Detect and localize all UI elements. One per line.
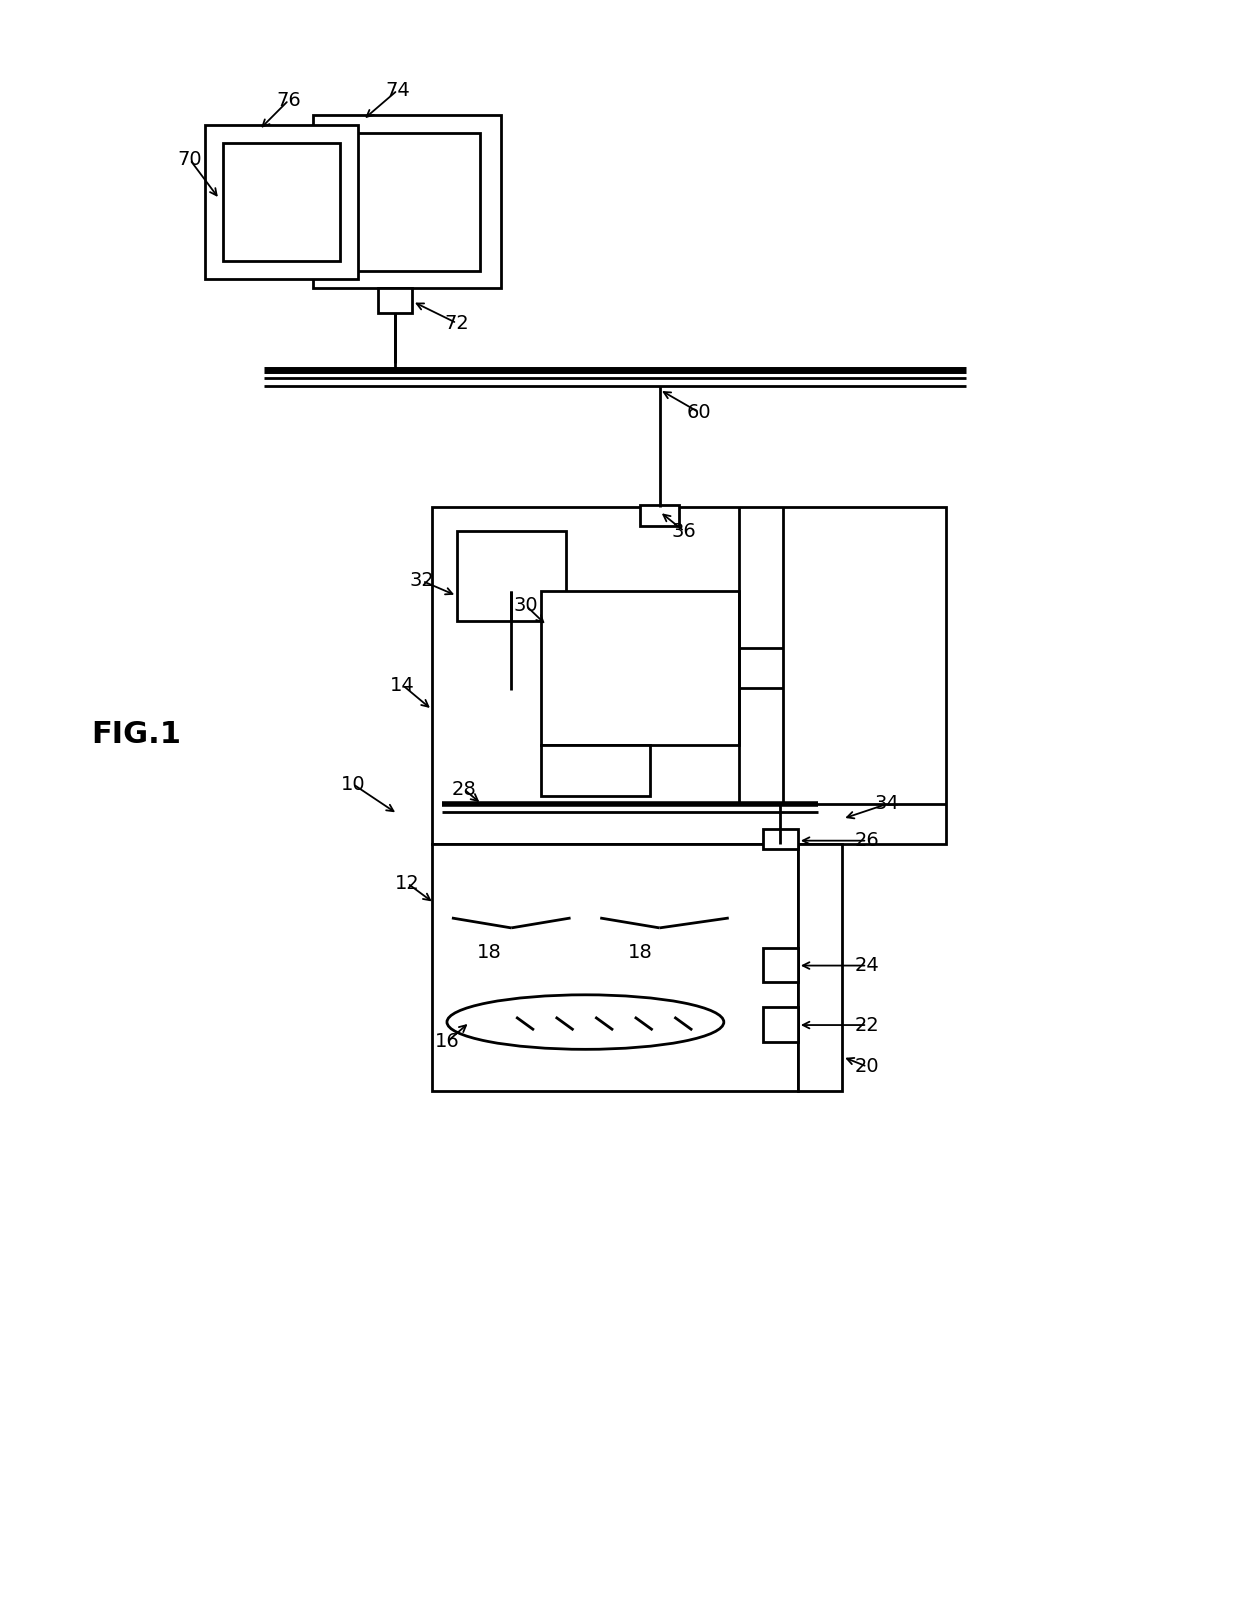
Bar	[335, 133, 480, 271]
Bar	[764, 1007, 799, 1043]
Text: 32: 32	[410, 571, 434, 590]
Text: 30: 30	[513, 597, 538, 616]
Text: 70: 70	[177, 151, 202, 168]
Text: 76: 76	[277, 91, 301, 109]
Bar	[541, 590, 739, 744]
Bar	[799, 844, 842, 1091]
Text: 74: 74	[386, 80, 410, 99]
Text: 18: 18	[627, 943, 652, 962]
Bar	[764, 948, 799, 982]
Text: 16: 16	[434, 1033, 459, 1051]
Bar	[314, 115, 501, 289]
Text: 36: 36	[672, 521, 697, 541]
Text: 72: 72	[444, 314, 469, 332]
Text: 60: 60	[687, 403, 712, 422]
Ellipse shape	[446, 994, 724, 1049]
Text: FIG.1: FIG.1	[91, 720, 181, 749]
Bar	[764, 829, 799, 849]
Bar	[640, 505, 680, 526]
Text: 34: 34	[874, 794, 899, 813]
Text: 24: 24	[854, 956, 879, 975]
Text: 18: 18	[477, 943, 502, 962]
Bar	[456, 531, 565, 621]
Bar	[541, 744, 650, 796]
Bar	[205, 125, 358, 279]
Bar	[432, 844, 799, 1091]
Text: 26: 26	[854, 831, 879, 850]
Text: 22: 22	[854, 1015, 879, 1035]
Text: 10: 10	[341, 775, 366, 794]
Text: 28: 28	[451, 780, 476, 799]
Text: 14: 14	[391, 675, 415, 695]
Text: 20: 20	[854, 1057, 879, 1076]
Bar	[432, 507, 946, 844]
Bar	[222, 143, 340, 261]
Bar	[378, 289, 413, 313]
Text: 12: 12	[396, 874, 420, 893]
